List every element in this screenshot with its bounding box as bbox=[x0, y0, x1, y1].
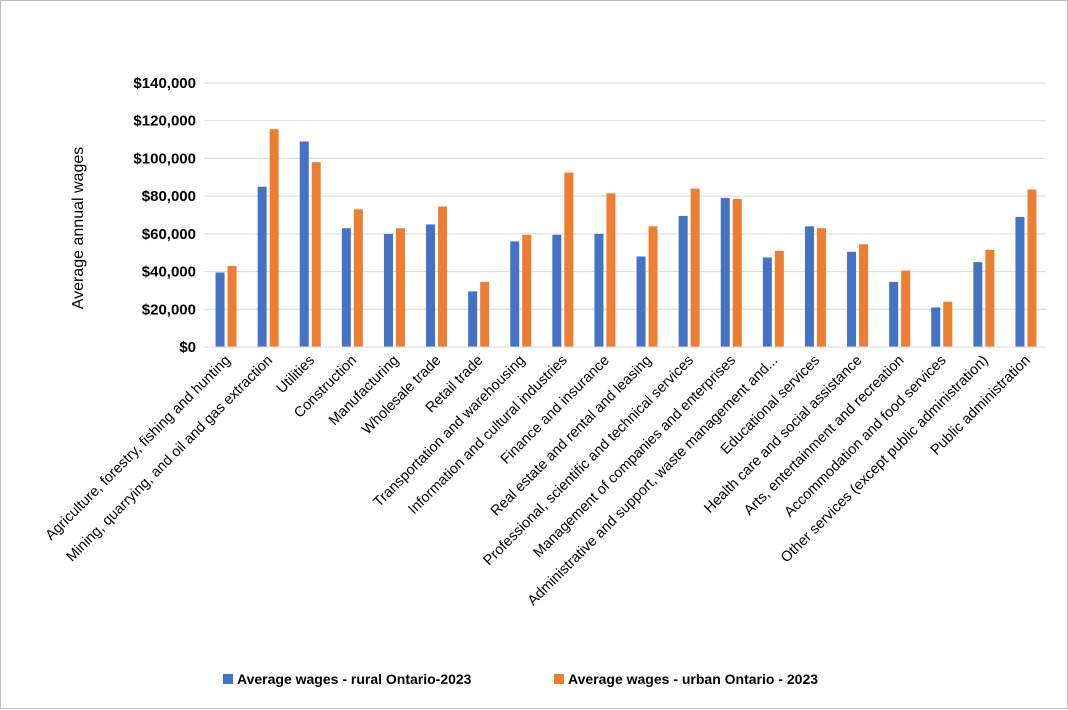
bar-rural bbox=[931, 307, 941, 347]
y-tick-label: $100,000 bbox=[133, 150, 196, 167]
bar-rural bbox=[426, 224, 436, 347]
x-axis-category-labels: Agriculture, forestry, fishing and hunti… bbox=[43, 353, 1034, 609]
bar-urban bbox=[943, 301, 953, 347]
y-tick-label: $0 bbox=[179, 339, 196, 356]
legend-label-urban: Average wages - urban Ontario - 2023 bbox=[568, 671, 818, 687]
x-category-label: Mining, quarrying, and oil and gas extra… bbox=[63, 353, 276, 566]
bar-rural bbox=[215, 272, 225, 347]
bar-rural bbox=[383, 233, 393, 347]
bar-rural bbox=[678, 215, 688, 347]
legend-swatch-urban bbox=[554, 674, 564, 684]
bar-urban bbox=[606, 193, 616, 347]
bar-urban bbox=[522, 234, 532, 347]
bar-urban bbox=[816, 228, 826, 347]
legend-label-rural: Average wages - rural Ontario-2023 bbox=[237, 671, 472, 687]
bar-urban bbox=[690, 188, 700, 347]
bar-urban bbox=[732, 198, 742, 347]
y-tick-label: $140,000 bbox=[133, 75, 196, 92]
bar-urban bbox=[353, 209, 363, 347]
bar-rural bbox=[257, 186, 267, 347]
bar-urban bbox=[311, 162, 321, 347]
y-tick-label: $80,000 bbox=[142, 188, 196, 205]
bar-urban bbox=[564, 172, 574, 347]
y-tick-label: $40,000 bbox=[142, 264, 196, 281]
bar-rural bbox=[299, 141, 309, 347]
bar-rural bbox=[1015, 216, 1025, 347]
y-tick-label: $120,000 bbox=[133, 113, 196, 130]
bar-urban bbox=[648, 226, 658, 347]
bar-rural bbox=[510, 241, 520, 347]
y-axis-title: Average annual wages bbox=[70, 147, 87, 310]
bar-urban bbox=[269, 129, 279, 347]
bar-urban bbox=[480, 281, 490, 347]
bar-rural bbox=[468, 291, 478, 347]
bar-rural bbox=[847, 251, 857, 347]
bar-rural bbox=[594, 233, 604, 347]
gridlines bbox=[204, 82, 1046, 310]
bar-urban bbox=[438, 206, 448, 347]
bars bbox=[215, 129, 1037, 347]
bar-rural bbox=[341, 228, 351, 347]
y-tick-label: $20,000 bbox=[142, 301, 196, 318]
bar-rural bbox=[762, 257, 772, 347]
bar-rural bbox=[889, 281, 899, 347]
bar-urban bbox=[395, 228, 405, 347]
y-tick-label: $60,000 bbox=[142, 226, 196, 243]
bar-rural bbox=[636, 256, 646, 347]
y-axis-tick-labels: $0 $20,000 $40,000 $60,000 $80,000 $100,000 $1… bbox=[133, 75, 196, 356]
x-category-label: Transportation and warehousing bbox=[371, 353, 529, 511]
legend: Average wages - rural Ontario-2023 Avera… bbox=[223, 671, 818, 687]
bar-urban bbox=[227, 265, 237, 347]
legend-swatch-rural bbox=[223, 674, 233, 684]
bar-rural bbox=[720, 198, 730, 347]
bar-urban bbox=[774, 250, 784, 347]
bar-rural bbox=[552, 234, 562, 347]
x-category-label: Agriculture, forestry, fishing and hunti… bbox=[43, 353, 234, 544]
bar-rural bbox=[973, 262, 983, 347]
bar-urban bbox=[901, 270, 911, 347]
bar-urban bbox=[1027, 189, 1037, 347]
bar-urban bbox=[985, 249, 995, 347]
bar-rural bbox=[804, 226, 814, 347]
bar-urban bbox=[859, 244, 869, 347]
